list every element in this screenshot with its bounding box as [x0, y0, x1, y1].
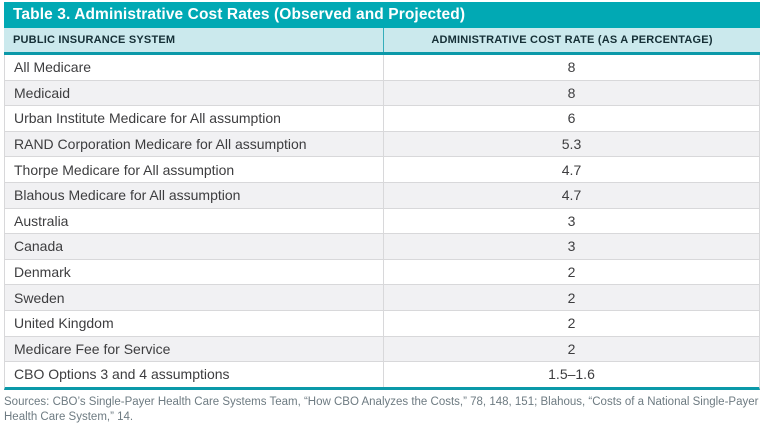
rate-cell: 8	[567, 84, 576, 101]
table-row: Australia 3	[5, 207, 759, 234]
system-cell: Medicare Fee for Service	[5, 336, 384, 362]
system-cell: All Medicare	[5, 55, 384, 80]
system-cell: United Kingdom	[5, 310, 384, 336]
rate-cell: 3	[567, 238, 576, 255]
column-header-public-insurance-system: PUBLIC INSURANCE SYSTEM	[4, 28, 384, 52]
rate-cell: 2	[567, 264, 576, 281]
rate-cell: 5.3	[561, 136, 582, 153]
table-row: United Kingdom 2	[5, 309, 759, 336]
table-row: Canada 3	[5, 233, 759, 259]
table-row: Sweden 2	[5, 284, 759, 310]
system-cell: Medicaid	[5, 80, 384, 106]
table-body: All Medicare 8 Medicaid 8 Urban Institut…	[4, 55, 760, 390]
admin-cost-table: Table 3. Administrative Cost Rates (Obse…	[4, 2, 760, 425]
rate-cell: 1.5–1.6	[548, 366, 595, 383]
system-cell: Canada	[5, 234, 384, 259]
table-row: Medicare Fee for Service 2	[5, 335, 759, 362]
table-row: All Medicare 8	[5, 55, 759, 80]
table-row: Denmark 2	[5, 258, 759, 285]
system-cell: Urban Institute Medicare for All assumpt…	[5, 106, 384, 131]
table-row: CBO Options 3 and 4 assumptions 1.5–1.6	[5, 361, 759, 387]
system-cell: Sweden	[5, 285, 384, 310]
table-row: Thorpe Medicare for All assumption 4.7	[5, 156, 759, 182]
table-row: Medicaid 8	[5, 79, 759, 106]
table-row: RAND Corporation Medicare for All assump…	[5, 130, 759, 157]
rate-cell: 2	[567, 315, 576, 332]
table-row: Urban Institute Medicare for All assumpt…	[5, 105, 759, 131]
system-cell: Denmark	[5, 259, 384, 285]
rate-cell: 2	[567, 340, 576, 357]
rate-cell: 6	[567, 110, 576, 127]
rate-cell: 4.7	[561, 187, 582, 204]
rate-cell: 4.7	[561, 161, 582, 178]
source-note: Sources: CBO’s Single-Payer Health Care …	[4, 395, 759, 423]
system-cell: Australia	[5, 208, 384, 234]
column-header-administrative-cost-rate: ADMINISTRATIVE COST RATE (AS A PERCENTAG…	[431, 34, 713, 46]
system-cell: Thorpe Medicare for All assumption	[5, 157, 384, 182]
rate-cell: 8	[567, 59, 576, 76]
table-row: Blahous Medicare for All assumption 4.7	[5, 181, 759, 208]
system-cell: CBO Options 3 and 4 assumptions	[5, 362, 384, 387]
rate-cell: 3	[567, 212, 576, 229]
rate-cell: 2	[567, 289, 576, 306]
table-header-row: PUBLIC INSURANCE SYSTEM ADMINISTRATIVE C…	[4, 28, 760, 55]
system-cell: RAND Corporation Medicare for All assump…	[5, 131, 384, 157]
system-cell: Blahous Medicare for All assumption	[5, 182, 384, 208]
table-title: Table 3. Administrative Cost Rates (Obse…	[4, 2, 760, 28]
